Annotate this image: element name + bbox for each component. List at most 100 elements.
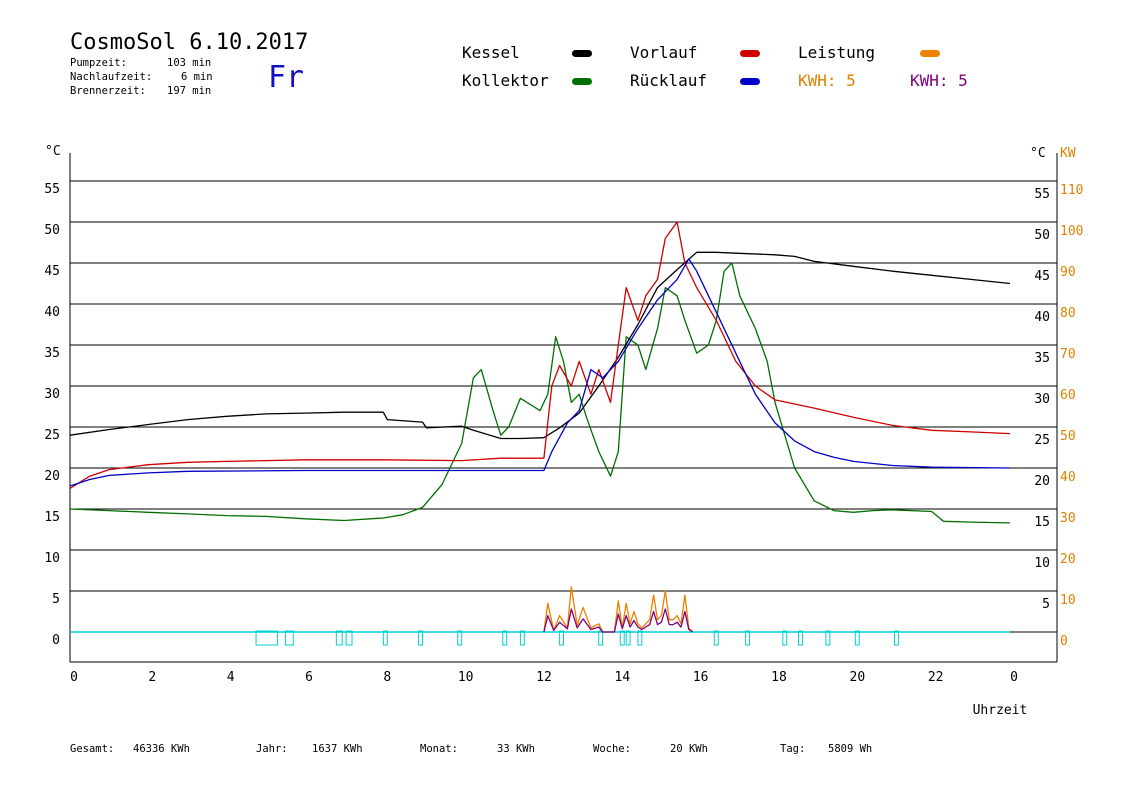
y-tick-left: 10 <box>44 551 60 566</box>
y-tick-right: 45 <box>1034 269 1050 284</box>
y-unit-left: °C <box>45 144 61 159</box>
x-tick: 4 <box>227 670 235 685</box>
footer-tag-value: 5809 Wh <box>828 743 873 755</box>
chart-title: CosmoSol 6.10.2017 <box>70 30 309 55</box>
y-tick-right: 55 <box>1034 187 1050 202</box>
series-line-leistung <box>543 586 694 633</box>
pump-pulse <box>335 630 343 646</box>
y-tick-kw: 50 <box>1060 429 1076 444</box>
y-tick-left: 40 <box>44 305 60 320</box>
pump-pulse <box>713 630 719 646</box>
x-tick: 14 <box>615 670 631 685</box>
stat-label: Nachlaufzeit: <box>70 71 153 83</box>
y-tick-left: 45 <box>44 264 60 279</box>
weekday-label: Fr <box>268 60 305 95</box>
legend-ruecklauf-swatch <box>740 78 760 85</box>
y-tick-kw: 110 <box>1060 183 1083 198</box>
y-tick-kw: 40 <box>1060 470 1076 485</box>
x-tick: 18 <box>771 670 787 685</box>
x-tick: 6 <box>305 670 313 685</box>
stat-label: Pumpzeit: <box>70 57 127 69</box>
y-tick-right: 10 <box>1034 556 1050 571</box>
x-tick: 0 <box>1010 670 1018 685</box>
footer-monat-label: Monat: <box>420 743 458 755</box>
legend-kessel-swatch <box>572 50 592 57</box>
y-tick-left: 15 <box>44 510 60 525</box>
footer-gesamt-label: Gesamt: <box>70 743 115 755</box>
y-tick-left: 25 <box>44 428 60 443</box>
pump-pulse <box>502 630 508 646</box>
stat-value: 197 min <box>167 85 212 97</box>
y-tick-right: 50 <box>1034 228 1050 243</box>
legend-leistung-label: Leistung <box>798 43 876 62</box>
legend-kwh2-label: KWH: 5 <box>910 71 968 90</box>
series-line-vorlauf <box>69 221 1011 490</box>
y-tick-kw: 20 <box>1060 552 1076 567</box>
y-tick-kw: 10 <box>1060 593 1076 608</box>
pump-pulse <box>854 630 860 646</box>
x-tick: 12 <box>536 670 552 685</box>
y-tick-kw: 30 <box>1060 511 1076 526</box>
y-tick-right: 15 <box>1034 515 1050 530</box>
y-tick-kw: 70 <box>1060 347 1076 362</box>
pump-pulse <box>637 630 643 646</box>
y-tick-left: 30 <box>44 387 60 402</box>
y-tick-kw: 80 <box>1060 306 1076 321</box>
y-tick-right: 20 <box>1034 474 1050 489</box>
footer-gesamt-value: 46336 KWh <box>133 743 190 755</box>
pump-pulse <box>598 630 604 646</box>
y-tick-left: 5 <box>52 592 60 607</box>
footer-monat-value: 33 KWh <box>497 743 535 755</box>
y-tick-left: 35 <box>44 346 60 361</box>
y-tick-right: 40 <box>1034 310 1050 325</box>
y-unit-kw: KW <box>1060 146 1076 161</box>
legend-vorlauf-label: Vorlauf <box>630 43 698 62</box>
legend-kessel-label: Kessel <box>462 43 520 62</box>
x-tick: 8 <box>383 670 391 685</box>
pump-pulse <box>893 630 899 646</box>
footer-jahr-label: Jahr: <box>256 743 288 755</box>
x-tick: 2 <box>148 670 156 685</box>
x-tick: 10 <box>458 670 474 685</box>
y-tick-left: 50 <box>44 223 60 238</box>
series-line-kessel <box>69 251 1011 440</box>
pump-pulse <box>457 630 463 646</box>
y-tick-right: 30 <box>1034 392 1050 407</box>
series-line-ruecklauf <box>69 258 1011 487</box>
y-unit-right: °C <box>1030 146 1046 161</box>
legend-leistung-swatch <box>920 50 940 57</box>
y-tick-kw: 60 <box>1060 388 1076 403</box>
y-tick-left: 0 <box>52 633 60 648</box>
pump-pulse <box>559 630 564 646</box>
pump-pulse <box>745 630 751 646</box>
x-tick: 0 <box>70 670 78 685</box>
footer-jahr-value: 1637 KWh <box>312 743 363 755</box>
y-tick-right: 5 <box>1042 597 1050 612</box>
series-line-kollektor <box>69 262 1011 524</box>
y-tick-left: 55 <box>44 182 60 197</box>
y-tick-kw: 90 <box>1060 265 1076 280</box>
pump-pulse <box>798 630 803 646</box>
y-tick-right: 25 <box>1034 433 1050 448</box>
y-tick-right: 35 <box>1034 351 1050 366</box>
pump-pulse <box>625 630 631 646</box>
footer-woche-value: 20 KWh <box>670 743 708 755</box>
pump-pulse <box>284 630 294 646</box>
pump-pulse <box>418 630 424 646</box>
stat-value: 6 min <box>181 71 213 83</box>
pump-pulse <box>519 630 525 646</box>
legend-kwh1-label: KWH: 5 <box>798 71 856 90</box>
pump-pulse <box>345 630 353 646</box>
legend-kollektor-label: Kollektor <box>462 71 549 90</box>
pump-pulse <box>825 630 831 646</box>
legend-vorlauf-swatch <box>740 50 760 57</box>
legend-ruecklauf-label: Rücklauf <box>630 71 708 90</box>
x-axis-label: Uhrzeit <box>973 703 1028 718</box>
x-tick: 22 <box>928 670 944 685</box>
x-tick: 20 <box>850 670 866 685</box>
x-tick: 16 <box>693 670 709 685</box>
pump-pulse <box>382 630 388 646</box>
stat-label: Brennerzeit: <box>70 85 146 97</box>
stat-value: 103 min <box>167 57 212 69</box>
